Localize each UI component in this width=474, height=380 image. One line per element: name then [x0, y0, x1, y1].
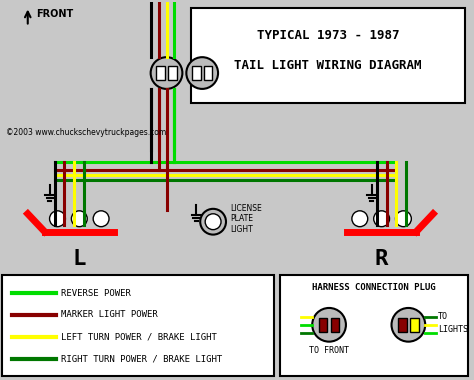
Circle shape: [200, 209, 226, 234]
Circle shape: [151, 57, 182, 89]
FancyBboxPatch shape: [156, 66, 165, 80]
FancyBboxPatch shape: [280, 275, 468, 376]
Circle shape: [374, 211, 390, 227]
Text: LIGHTS: LIGHTS: [438, 325, 468, 334]
FancyBboxPatch shape: [410, 318, 419, 332]
Text: L: L: [73, 249, 86, 269]
Text: FRONT: FRONT: [36, 9, 73, 19]
FancyBboxPatch shape: [192, 66, 201, 80]
Circle shape: [352, 211, 368, 227]
Text: LEFT TURN POWER / BRAKE LIGHT: LEFT TURN POWER / BRAKE LIGHT: [62, 332, 217, 341]
FancyBboxPatch shape: [319, 318, 328, 332]
Circle shape: [50, 211, 65, 227]
FancyBboxPatch shape: [2, 275, 273, 376]
Circle shape: [395, 211, 411, 227]
Text: HARNESS CONNECTION PLUG: HARNESS CONNECTION PLUG: [312, 283, 436, 291]
FancyBboxPatch shape: [331, 318, 339, 332]
Text: R: R: [375, 249, 388, 269]
Text: TAIL LIGHT WIRING DIAGRAM: TAIL LIGHT WIRING DIAGRAM: [234, 59, 422, 71]
Text: LICENSE
PLATE
LIGHT: LICENSE PLATE LIGHT: [230, 204, 262, 234]
Text: ©2003 www.chuckschevytruckpages.com: ©2003 www.chuckschevytruckpages.com: [6, 128, 166, 137]
FancyBboxPatch shape: [191, 8, 465, 103]
Text: REVERSE POWER: REVERSE POWER: [62, 288, 131, 298]
Circle shape: [186, 57, 218, 89]
Text: TO: TO: [438, 312, 448, 321]
FancyBboxPatch shape: [398, 318, 407, 332]
Circle shape: [312, 308, 346, 342]
FancyBboxPatch shape: [204, 66, 212, 80]
Text: TYPICAL 1973 - 1987: TYPICAL 1973 - 1987: [257, 29, 399, 42]
Circle shape: [392, 308, 425, 342]
FancyBboxPatch shape: [168, 66, 177, 80]
Circle shape: [205, 214, 221, 230]
Circle shape: [72, 211, 87, 227]
Text: RIGHT TURN POWER / BRAKE LIGHT: RIGHT TURN POWER / BRAKE LIGHT: [62, 354, 223, 363]
Text: MARKER LIGHT POWER: MARKER LIGHT POWER: [62, 310, 158, 320]
Text: TO FRONT: TO FRONT: [309, 346, 349, 355]
Circle shape: [93, 211, 109, 227]
